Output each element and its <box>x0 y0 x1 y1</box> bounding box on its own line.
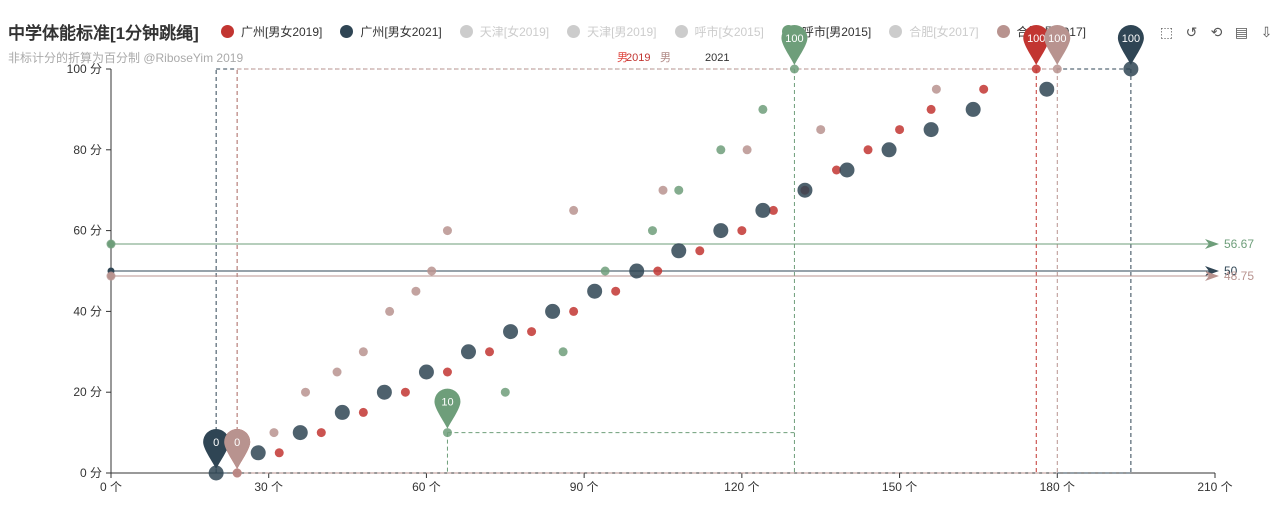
data-point <box>251 445 266 460</box>
y-tick-label: 20 分 <box>73 385 102 399</box>
data-point <box>840 163 855 178</box>
data-point <box>527 327 536 336</box>
data-point <box>864 145 873 154</box>
x-tick-label: 120 个 <box>724 480 759 494</box>
x-tick-label: 0 个 <box>100 480 122 494</box>
data-point <box>1039 82 1054 97</box>
data-point <box>443 428 452 437</box>
x-tick-label: 150 个 <box>882 480 917 494</box>
data-point <box>545 304 560 319</box>
data-point <box>419 365 434 380</box>
data-point <box>966 102 981 117</box>
data-point <box>443 368 452 377</box>
data-point <box>695 246 704 255</box>
data-point <box>107 240 116 249</box>
data-point <box>359 347 368 356</box>
pin-marker-label: 100 <box>1122 33 1140 45</box>
y-tick-label: 60 分 <box>73 224 102 238</box>
data-point <box>758 105 767 114</box>
series-tag-label: 2019 <box>626 52 650 64</box>
data-point <box>269 428 278 437</box>
data-point <box>674 186 683 195</box>
data-point <box>671 243 686 258</box>
data-point <box>275 448 284 457</box>
data-point <box>755 203 770 218</box>
data-point <box>713 223 728 238</box>
data-point <box>611 287 620 296</box>
data-point <box>629 264 644 279</box>
y-tick-label: 0 分 <box>80 466 102 480</box>
data-point <box>790 65 799 74</box>
data-point <box>503 324 518 339</box>
series-tag-label: 2021 <box>705 52 729 64</box>
data-point <box>816 125 825 134</box>
data-point <box>301 388 310 397</box>
x-tick-label: 90 个 <box>570 480 599 494</box>
data-point <box>317 428 326 437</box>
data-point <box>333 368 342 377</box>
data-point <box>233 469 242 478</box>
data-point <box>737 226 746 235</box>
data-point <box>461 344 476 359</box>
data-point <box>569 206 578 215</box>
pin-marker <box>1118 25 1144 65</box>
y-tick-label: 40 分 <box>73 304 102 318</box>
data-point <box>385 307 394 316</box>
pin-marker-label: 100 <box>1027 33 1045 45</box>
data-point <box>501 388 510 397</box>
data-point <box>427 267 436 276</box>
data-point <box>924 122 939 137</box>
data-point <box>882 142 897 157</box>
data-point <box>443 226 452 235</box>
data-point <box>401 388 410 397</box>
data-point <box>335 405 350 420</box>
x-tick-label: 30 个 <box>254 480 283 494</box>
data-point <box>979 85 988 94</box>
x-tick-label: 60 个 <box>412 480 441 494</box>
data-point <box>927 105 936 114</box>
data-point <box>359 408 368 417</box>
average-line-label: 48.75 <box>1224 269 1254 283</box>
pin-marker <box>1044 25 1070 65</box>
data-point <box>932 85 941 94</box>
data-point <box>1032 65 1041 74</box>
data-point <box>411 287 420 296</box>
x-tick-label: 210 个 <box>1197 480 1232 494</box>
data-point <box>377 385 392 400</box>
average-line-label: 56.67 <box>1224 237 1254 251</box>
pin-marker-label: 100 <box>785 33 803 45</box>
pin-marker <box>781 25 807 65</box>
data-point <box>797 183 812 198</box>
pin-marker-label: 10 <box>441 397 453 409</box>
data-point <box>1053 65 1062 74</box>
data-point <box>293 425 308 440</box>
pin-marker <box>224 429 250 469</box>
y-tick-label: 80 分 <box>73 143 102 157</box>
pin-marker-label: 100 <box>1048 33 1066 45</box>
data-point <box>653 267 662 276</box>
data-point <box>559 347 568 356</box>
pin-marker-label: 0 <box>234 437 240 449</box>
data-point <box>716 145 725 154</box>
data-point <box>107 272 116 281</box>
data-point <box>587 284 602 299</box>
y-tick-label: 100 分 <box>67 62 102 76</box>
data-point <box>659 186 668 195</box>
data-point <box>895 125 904 134</box>
data-point <box>743 145 752 154</box>
data-point <box>601 267 610 276</box>
data-point <box>648 226 657 235</box>
x-tick-label: 180 个 <box>1040 480 1075 494</box>
pin-marker-label: 0 <box>213 437 219 449</box>
series-tag-label: 男 <box>660 52 671 64</box>
data-point <box>485 347 494 356</box>
data-point <box>569 307 578 316</box>
